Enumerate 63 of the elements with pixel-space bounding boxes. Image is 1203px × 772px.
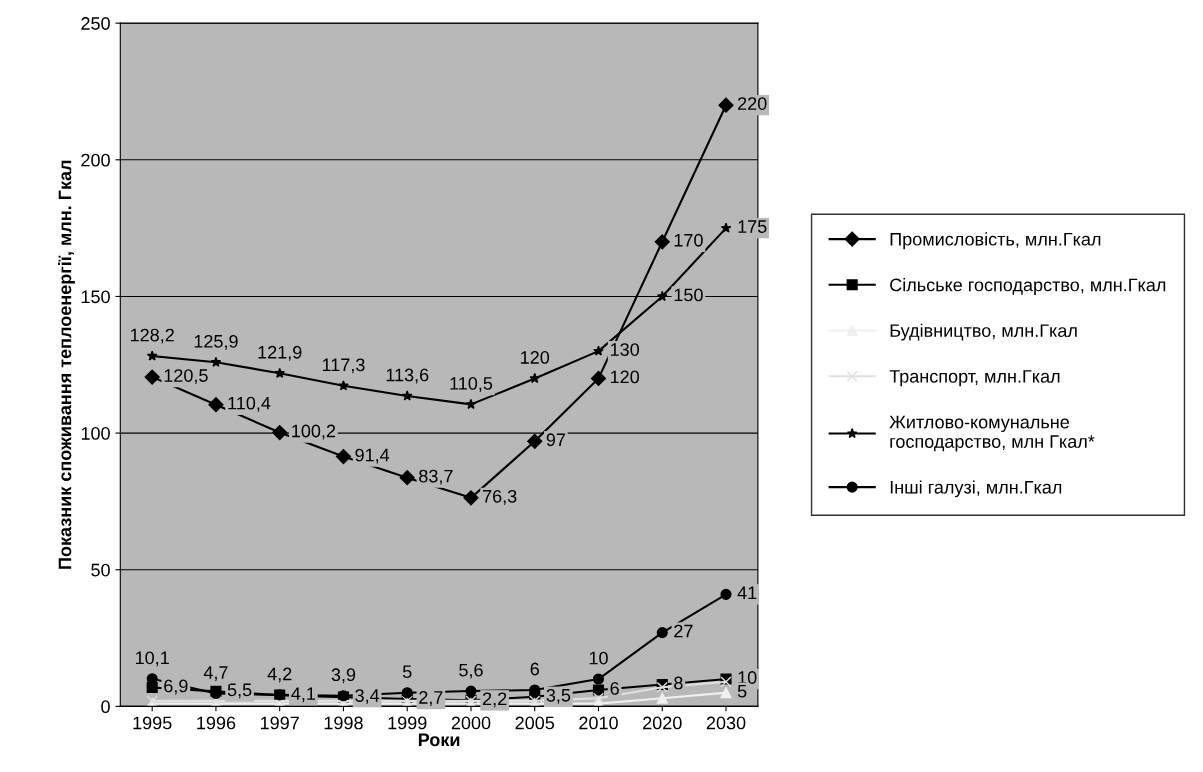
- x-tick-label: 2020: [643, 716, 682, 730]
- data-label: 41: [737, 586, 757, 599]
- legend-label: Транспорт, млн.Гкал: [889, 370, 1060, 387]
- data-label: 91,4: [355, 448, 390, 464]
- data-label: 4,2: [267, 667, 292, 683]
- data-label: 27: [674, 624, 693, 638]
- data-label: 100,2: [292, 424, 336, 440]
- data-label: 76,3: [483, 489, 517, 505]
- x-tick-label: 1996: [197, 716, 236, 730]
- x-tick-label: 2030: [706, 716, 746, 730]
- data-label: 120: [521, 351, 550, 364]
- data-label: 2,7: [419, 691, 443, 706]
- data-label: 220: [738, 97, 767, 110]
- data-label: 10: [589, 651, 608, 665]
- x-tick-label: 2000: [451, 716, 491, 730]
- data-label: 117,3: [322, 358, 365, 374]
- data-label: 120,5: [164, 369, 208, 385]
- data-label: 110,5: [450, 377, 493, 392]
- data-label: 175: [738, 220, 767, 233]
- x-tick-label: 2010: [579, 716, 618, 730]
- y-tick-label: 0: [101, 700, 110, 714]
- legend-label: Будівництво, млн.Гкал: [890, 323, 1077, 341]
- data-label: 128,2: [130, 328, 174, 344]
- data-label: 6: [530, 662, 539, 676]
- data-label: 5,6: [459, 663, 483, 679]
- legend-label: Житлово-комунальне господарство, млн Гкал*: [889, 415, 1095, 452]
- data-label: 6: [610, 682, 619, 695]
- data-label: 10,1: [135, 651, 169, 667]
- y-tick-label: 150: [81, 290, 110, 304]
- y-tick-label: 50: [91, 563, 110, 577]
- data-label: 121,9: [258, 345, 302, 361]
- data-label: 83,7: [419, 469, 453, 485]
- legend-label: Промисловість, млн.Гкал: [890, 232, 1101, 250]
- y-tick-label: 200: [81, 153, 110, 167]
- data-label: 110,4: [228, 396, 271, 412]
- data-label: 8: [674, 676, 683, 690]
- data-label: 4,7: [203, 666, 228, 682]
- y-tick-label: 100: [81, 427, 110, 440]
- data-label: 5,5: [227, 683, 252, 699]
- y-axis-title: Показник споживання теплоенергії, млн. Гкал: [58, 160, 75, 569]
- data-label: 97: [546, 433, 566, 447]
- data-label: 3,4: [355, 689, 380, 705]
- data-label: 125,9: [194, 334, 238, 350]
- data-label: 3,5: [546, 688, 571, 704]
- data-label: 2,2: [482, 692, 507, 708]
- legend-label: Інші галузі, млн.Гкал: [890, 480, 1062, 498]
- data-label: 3,9: [331, 668, 356, 684]
- data-label: 5: [402, 665, 412, 679]
- x-tick-label: 1999: [388, 716, 427, 730]
- legend-label: Сільське господарство, млн.Гкал: [890, 278, 1166, 295]
- y-tick-label: 250: [81, 17, 110, 30]
- data-label: 4,1: [291, 687, 316, 703]
- data-label: 150: [674, 288, 703, 302]
- data-label: 113,6: [386, 368, 429, 384]
- data-label: 120: [610, 370, 640, 384]
- x-tick-label: 2005: [515, 716, 555, 730]
- data-label: 6,9: [164, 679, 188, 695]
- x-tick-label: 1998: [324, 716, 363, 730]
- x-tick-label: 1995: [133, 716, 172, 730]
- data-label: 170: [674, 233, 703, 247]
- x-tick-label: 1997: [260, 716, 299, 730]
- data-label: 130: [610, 343, 640, 356]
- x-axis-title: Роки: [418, 733, 460, 747]
